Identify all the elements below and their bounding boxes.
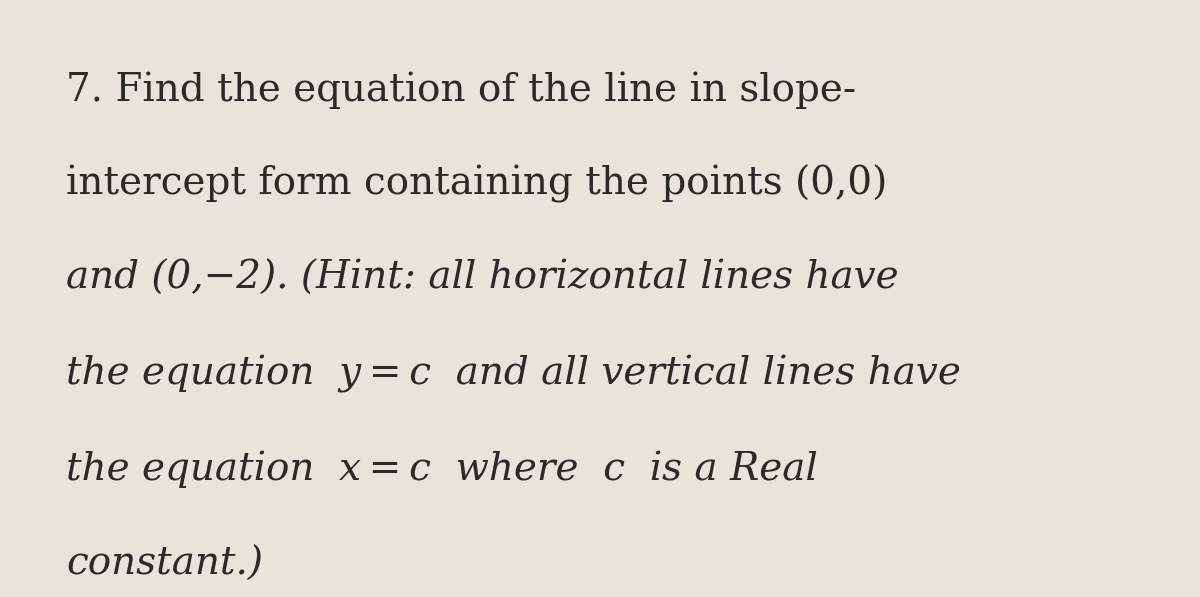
Text: and (0,−2). (Hint: all horizontal lines have: and (0,−2). (Hint: all horizontal lines … xyxy=(66,260,899,297)
Text: constant.): constant.) xyxy=(66,546,263,583)
Text: 7. Find the equation of the line in slope-: 7. Find the equation of the line in slop… xyxy=(66,72,856,109)
Text: the equation  y = c  and all vertical lines have: the equation y = c and all vertical line… xyxy=(66,355,961,393)
Text: the equation  x = c  where  c  is a Real: the equation x = c where c is a Real xyxy=(66,451,817,488)
Text: intercept form containing the points (0,0): intercept form containing the points (0,… xyxy=(66,164,887,202)
